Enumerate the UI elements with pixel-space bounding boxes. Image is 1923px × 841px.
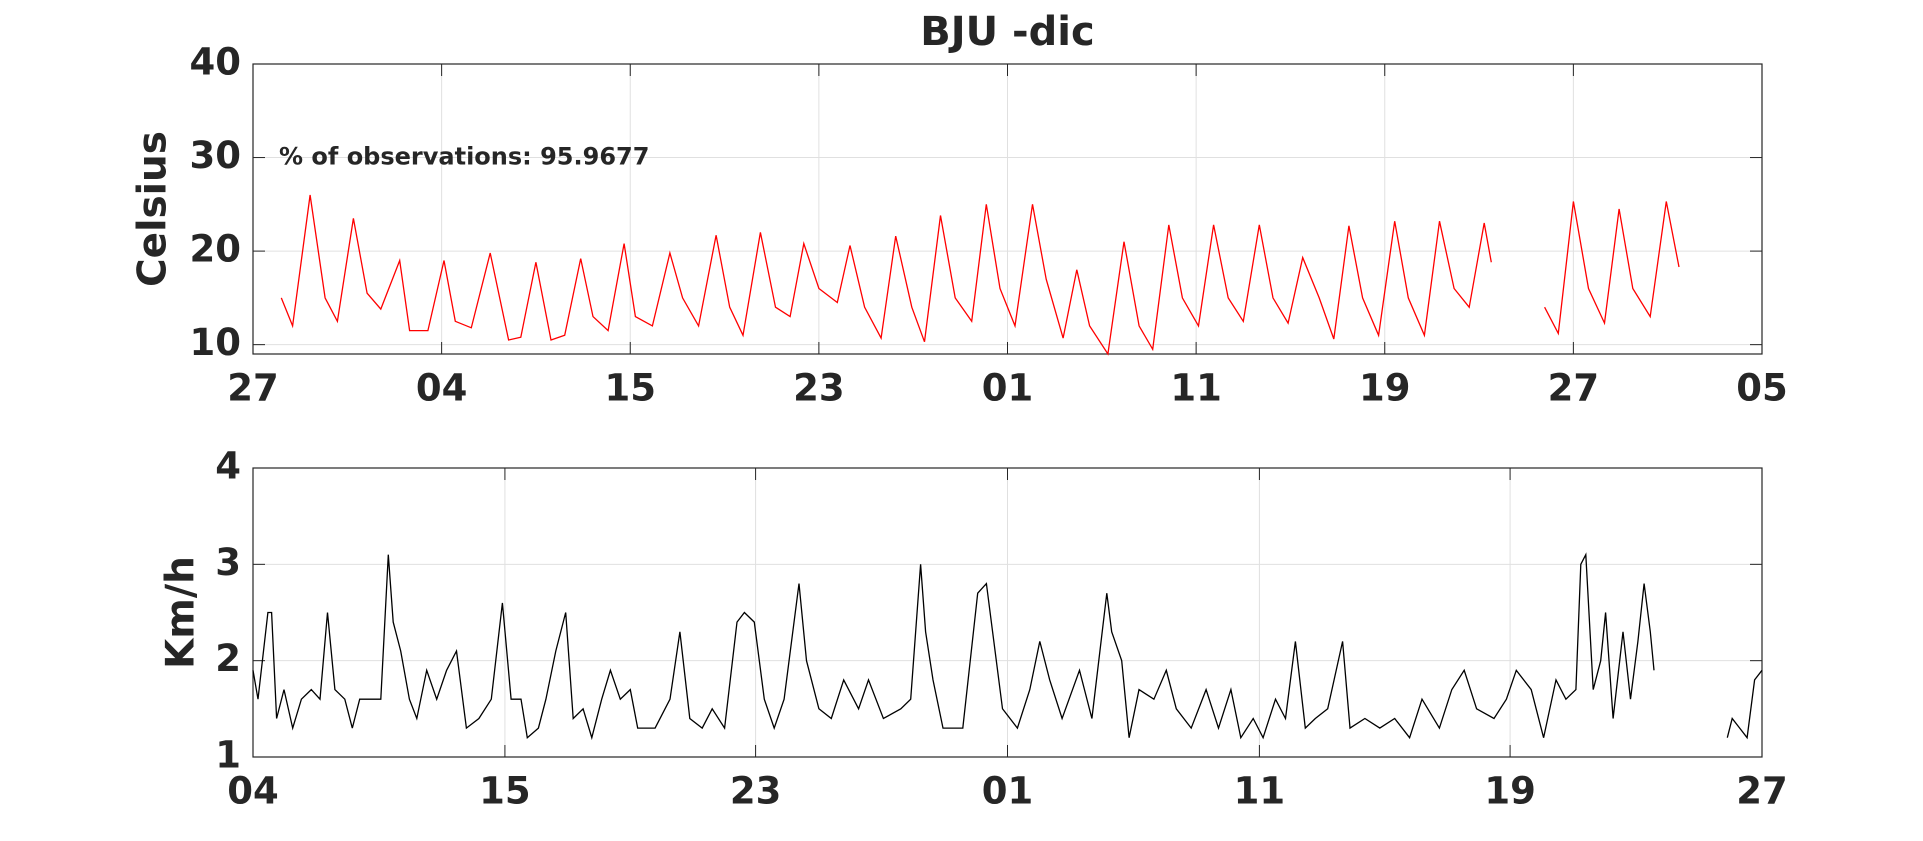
y-tick-label: 3: [215, 541, 241, 584]
x-tick-label: 01: [982, 367, 1034, 410]
x-tick-label: 04: [227, 770, 279, 813]
y-axis-label: Km/h: [159, 556, 204, 669]
x-tick-label: 19: [1359, 367, 1411, 410]
axes-box: [252, 467, 1763, 758]
y-tick-label: 10: [190, 321, 242, 364]
x-tick-label: 23: [793, 367, 845, 410]
x-tick-label: 19: [1484, 770, 1536, 813]
x-tick-label: 11: [1170, 367, 1222, 410]
x-tick-label: 01: [982, 770, 1034, 813]
y-axis-label: Celsius: [131, 131, 176, 287]
data-line: [280, 194, 1680, 356]
annotation: % of observations: 95.9677: [279, 143, 649, 171]
y-tick-label: 4: [215, 445, 241, 488]
y-tick-label: 20: [190, 228, 242, 271]
y-tick-label: 40: [190, 41, 242, 84]
y-tick-label: 1: [215, 734, 241, 777]
x-tick-label: 05: [1736, 367, 1788, 410]
x-tick-label: 15: [605, 367, 657, 410]
x-tick-label: 04: [416, 367, 468, 410]
x-tick-label: 27: [227, 367, 279, 410]
axes-box: [252, 63, 1763, 355]
data-line: [252, 552, 1763, 741]
x-tick-label: 11: [1234, 770, 1286, 813]
x-tick-label: 27: [1548, 367, 1600, 410]
x-tick-label: 23: [730, 770, 782, 813]
y-tick-label: 2: [215, 637, 241, 680]
x-tick-label: 15: [479, 770, 531, 813]
y-tick-label: 30: [190, 134, 242, 177]
x-tick-label: 27: [1736, 770, 1788, 813]
chart-title: BJU -dic: [920, 9, 1094, 55]
